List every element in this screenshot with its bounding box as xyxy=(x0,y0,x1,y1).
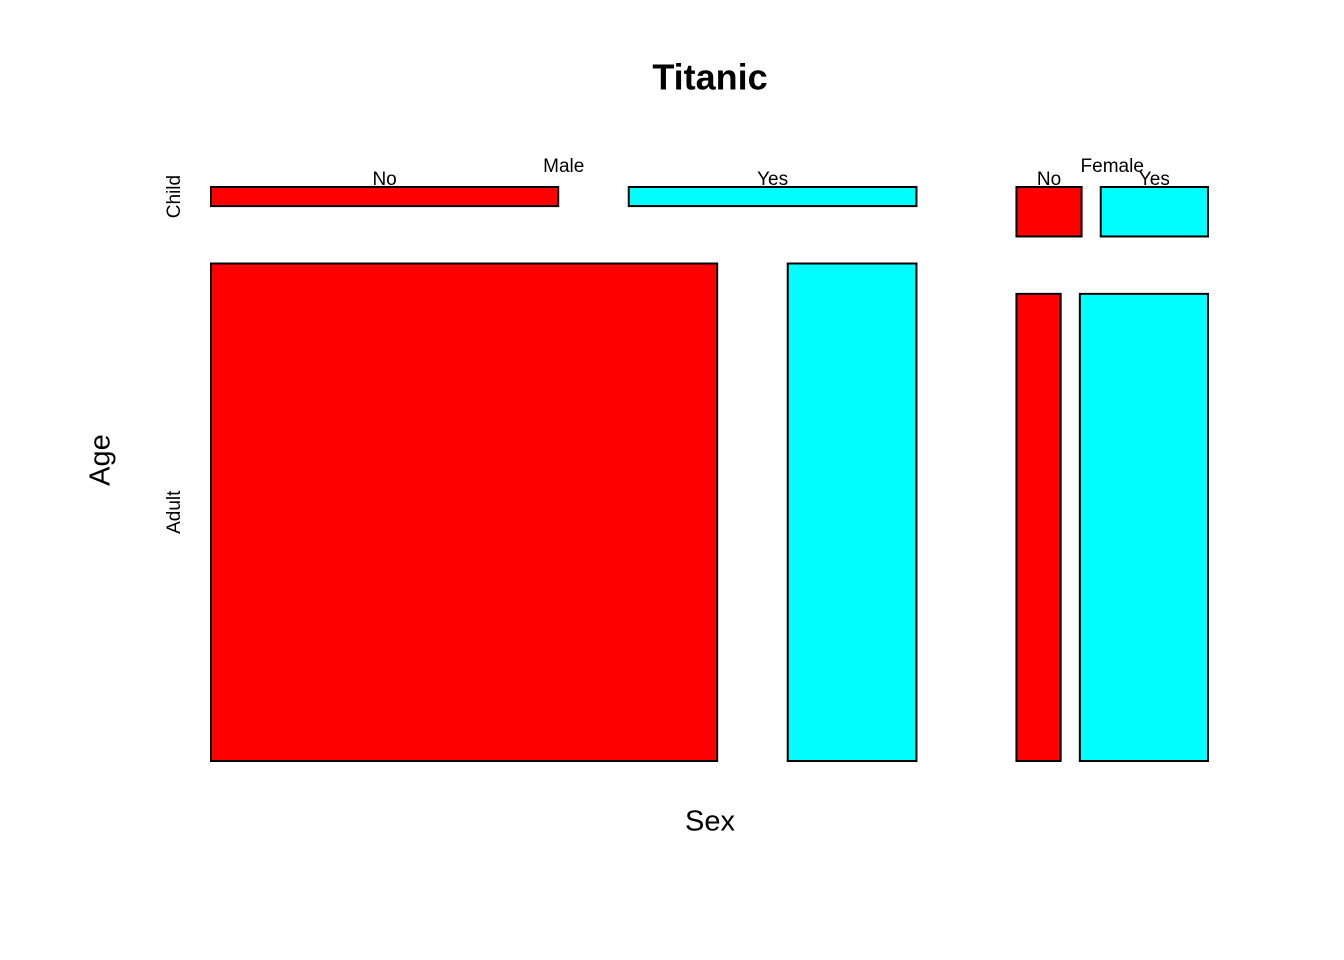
mosaic-cell xyxy=(210,262,719,762)
chart-title: Titanic xyxy=(652,57,767,98)
survived-label: Yes xyxy=(1139,169,1170,190)
survived-label: No xyxy=(372,169,396,190)
age-label: Child xyxy=(164,175,185,218)
survived-label: Yes xyxy=(757,169,788,190)
survived-label: No xyxy=(1037,169,1061,190)
mosaic-cell xyxy=(1015,186,1083,238)
mosaic-cell xyxy=(1099,186,1210,238)
sex-label: Female xyxy=(1081,156,1144,177)
x-axis-title: Sex xyxy=(685,806,735,838)
sex-label: Male xyxy=(543,156,584,177)
mosaic-cell xyxy=(1015,292,1062,762)
y-axis-title: Age xyxy=(85,434,117,486)
mosaic-cell xyxy=(786,262,918,762)
mosaic-cell xyxy=(1078,292,1209,762)
age-label: Adult xyxy=(164,490,185,534)
mosaic-cell xyxy=(210,186,560,208)
mosaic-cell xyxy=(627,186,918,208)
